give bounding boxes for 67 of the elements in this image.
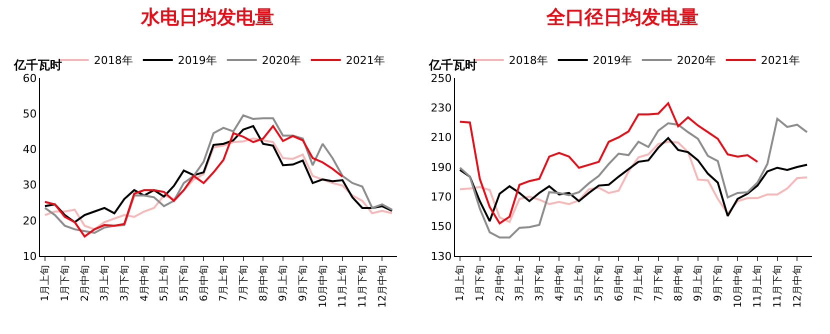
x-tick-label: 3月上旬 <box>514 265 526 302</box>
y-tick-label: 60 <box>22 72 37 85</box>
line-series <box>458 118 808 238</box>
x-tick-label: 4月中旬 <box>138 265 150 302</box>
x-tick-label: 8月中旬 <box>257 265 270 302</box>
legend-label: 2018年 <box>94 54 133 68</box>
legend-label: 2021年 <box>760 54 800 68</box>
x-tick-label: 9月下旬 <box>712 265 724 302</box>
x-tick-label: 5月上旬 <box>158 265 170 302</box>
x-tick-label: 2月中旬 <box>494 265 506 302</box>
x-tick-label: 11月上旬 <box>752 265 764 308</box>
y-tick-label: 170 <box>430 190 452 204</box>
y-tick-label: 40 <box>22 143 37 156</box>
y-tick-label: 50 <box>22 107 37 120</box>
x-tick-label: 3月下旬 <box>118 265 131 302</box>
y-tick-label: 230 <box>430 102 452 115</box>
chart-title: 全口径日均发电量 <box>546 6 698 28</box>
y-tick-label: 210 <box>430 131 452 144</box>
legend-label: 2021年 <box>346 54 385 68</box>
x-tick-label: 9月上旬 <box>277 265 290 302</box>
y-tick-label: 190 <box>430 160 452 174</box>
x-tick-label: 5月上旬 <box>573 265 586 302</box>
x-tick-label: 1月下旬 <box>474 265 486 302</box>
line-series <box>44 114 394 234</box>
y-tick-label: 130 <box>430 250 452 263</box>
x-tick-label: 7月下旬 <box>238 265 250 302</box>
x-tick-label: 10月中旬 <box>732 265 744 308</box>
x-tick-label: 6月中旬 <box>612 265 625 302</box>
y-axis-title: 亿千瓦时 <box>428 58 477 72</box>
chart-title: 水电日均发电量 <box>140 6 274 28</box>
x-tick-label: 1月下旬 <box>59 265 72 302</box>
x-tick-label: 1月上旬 <box>39 265 52 302</box>
legend-label: 2020年 <box>262 54 301 68</box>
x-tick-label: 7月下旬 <box>652 265 665 302</box>
line-series <box>44 138 394 230</box>
y-tick-label: 30 <box>22 178 37 192</box>
x-tick-label: 12月中旬 <box>376 265 388 308</box>
x-tick-label: 3月下旬 <box>534 265 546 302</box>
x-tick-label: 8月中旬 <box>672 265 684 302</box>
x-tick-label: 11月下旬 <box>772 265 784 308</box>
line-series <box>44 125 394 224</box>
x-tick-label: 5月下旬 <box>593 265 606 302</box>
x-tick-label: 9月下旬 <box>297 265 310 302</box>
x-tick-label: 9月上旬 <box>692 265 704 302</box>
x-tick-label: 5月下旬 <box>178 265 190 302</box>
x-tick-label: 7月上旬 <box>218 265 230 302</box>
x-tick-label: 6月中旬 <box>198 265 210 302</box>
x-tick-label: 10月中旬 <box>316 265 329 308</box>
x-tick-label: 1月上旬 <box>454 265 466 302</box>
x-tick-label: 11月上旬 <box>336 265 349 308</box>
y-tick-label: 250 <box>430 72 452 85</box>
x-tick-label: 11月下旬 <box>356 265 369 308</box>
legend-label: 2019年 <box>592 54 632 68</box>
x-tick-label: 2月中旬 <box>78 265 91 302</box>
y-tick-label: 20 <box>22 214 37 228</box>
x-tick-label: 3月上旬 <box>98 265 111 302</box>
legend-label: 2018年 <box>508 54 548 68</box>
x-tick-label: 7月上旬 <box>632 265 645 302</box>
legend-label: 2020年 <box>676 54 716 68</box>
x-tick-label: 12月中旬 <box>791 265 804 308</box>
y-axis-title: 亿千瓦时 <box>13 58 62 72</box>
legend-label: 2019年 <box>178 54 217 68</box>
y-tick-label: 150 <box>430 220 452 234</box>
line-series <box>44 125 344 238</box>
x-tick-label: 4月中旬 <box>553 265 566 302</box>
y-tick-label: 10 <box>22 250 37 263</box>
line-series <box>458 102 758 224</box>
